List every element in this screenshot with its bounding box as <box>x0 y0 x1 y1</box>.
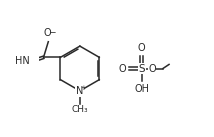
Text: O: O <box>118 64 126 73</box>
Text: O: O <box>149 64 156 73</box>
Text: N: N <box>76 86 83 96</box>
Text: O: O <box>44 28 51 38</box>
Text: −: − <box>48 27 55 36</box>
Text: CH₃: CH₃ <box>71 105 88 114</box>
Text: HN: HN <box>15 56 29 66</box>
Text: OH: OH <box>134 84 149 94</box>
Text: +: + <box>80 85 86 91</box>
Text: S: S <box>138 64 145 73</box>
Text: O: O <box>138 43 145 53</box>
